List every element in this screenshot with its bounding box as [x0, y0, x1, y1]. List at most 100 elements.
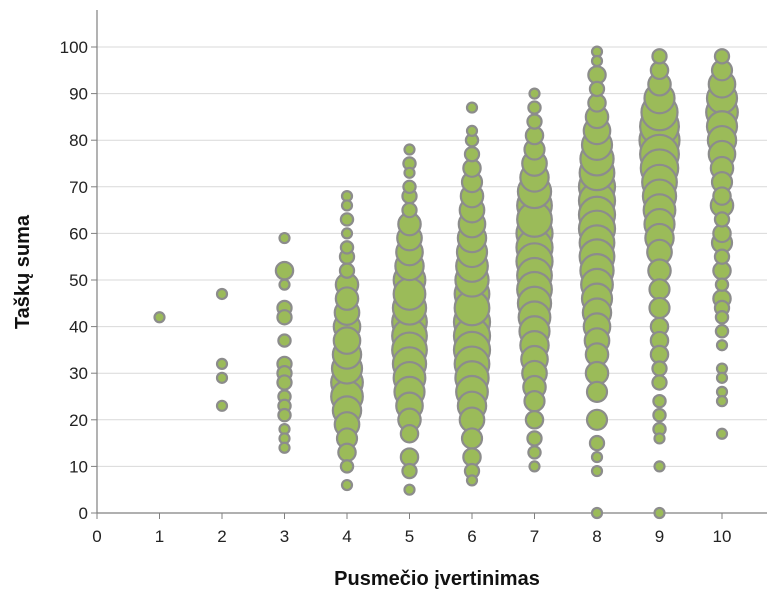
bubble-point	[337, 442, 357, 463]
bubble-point	[276, 374, 293, 391]
bubble-point	[339, 212, 355, 227]
bubble-point	[401, 462, 418, 480]
bubble-point	[463, 146, 481, 163]
bubble-point	[715, 339, 729, 352]
bubble-point	[278, 441, 291, 454]
bubble-point	[278, 231, 291, 245]
bubble-point	[585, 408, 609, 431]
bubble-point	[465, 474, 479, 487]
x-tick-label: 10	[713, 527, 732, 546]
x-tick-label: 5	[405, 527, 414, 546]
bubble-point	[392, 277, 427, 311]
bubble-point	[651, 360, 668, 377]
y-tick-label: 0	[79, 504, 88, 523]
x-tick-label: 1	[155, 527, 164, 546]
y-tick-label: 10	[69, 457, 88, 476]
x-axis-title: Pusmečio įvertinimas	[334, 568, 540, 590]
x-tick-label: 9	[655, 527, 664, 546]
bubble-point	[526, 430, 543, 447]
bubble-point	[653, 432, 666, 445]
x-tick-label: 6	[467, 527, 476, 546]
bubble-point	[215, 399, 229, 412]
bubble-point	[465, 101, 479, 114]
bubble-point	[648, 296, 671, 320]
gridlines	[97, 46, 767, 467]
y-tick-label: 30	[69, 364, 88, 383]
bubble-point	[276, 309, 293, 326]
bubble-point	[653, 460, 666, 473]
bubble-point	[465, 124, 479, 137]
bubble-point	[338, 262, 356, 279]
bubble-point	[523, 390, 546, 413]
y-tick-label: 40	[69, 318, 88, 337]
bubble-point	[651, 374, 668, 391]
bubble-point	[527, 445, 542, 460]
x-tick-label: 2	[217, 527, 226, 546]
y-tick-label: 60	[69, 224, 88, 243]
x-tick-label: 8	[592, 527, 601, 546]
bubble-point	[340, 478, 354, 492]
bubble-point	[715, 371, 729, 384]
bubble-point	[215, 371, 229, 384]
bubble-point	[712, 186, 732, 206]
y-tick-label: 70	[69, 178, 88, 197]
bubble-point	[588, 80, 606, 98]
bubble-point	[332, 326, 362, 355]
bubble-point	[402, 179, 417, 195]
bubble-point	[278, 278, 291, 291]
bubble-point	[585, 380, 609, 403]
bubble-point	[277, 333, 292, 348]
bubble-point	[714, 277, 730, 292]
bubble-point	[403, 166, 416, 179]
bubble-point	[399, 424, 420, 444]
bubble-point	[153, 311, 166, 324]
y-tick-label: 80	[69, 131, 88, 150]
bubble-point	[339, 240, 355, 255]
bubble-point	[527, 100, 542, 115]
bubble-series	[153, 45, 739, 520]
bubble-point	[590, 464, 604, 478]
bubble-point	[460, 427, 484, 450]
bubble-point	[713, 211, 731, 228]
bubble-point	[277, 407, 292, 423]
x-tick-label: 3	[280, 527, 289, 546]
bubble-point	[590, 506, 604, 520]
x-tick-label: 0	[92, 527, 101, 546]
bubble-point	[590, 450, 604, 464]
bubble-point	[403, 483, 416, 496]
bubble-point	[401, 201, 418, 219]
bubble-point	[651, 48, 668, 65]
y-tick-label: 50	[69, 271, 88, 290]
bubble-point	[714, 310, 730, 325]
bubble-point	[715, 395, 729, 408]
y-tick-label: 20	[69, 411, 88, 430]
bubble-point	[274, 260, 295, 281]
bubble-point	[652, 393, 667, 409]
bubble-point	[340, 227, 354, 240]
bubble-point	[528, 87, 541, 100]
bubble-point	[524, 410, 545, 430]
bubble-point	[340, 199, 354, 212]
bubble-point	[590, 54, 604, 68]
bubble-point	[714, 324, 730, 339]
bubble-point	[339, 459, 355, 474]
bubble-point	[215, 287, 229, 301]
y-axis-title: Taškų suma	[12, 214, 34, 329]
y-tick-label: 90	[69, 85, 88, 104]
y-tick-label: 100	[60, 38, 88, 57]
bubble-point	[652, 407, 667, 423]
bubble-point	[526, 113, 543, 130]
bubble-point	[215, 357, 229, 370]
bubble-point	[588, 434, 606, 452]
x-tick-label: 4	[342, 527, 351, 546]
bubble-point	[713, 248, 731, 265]
tick-labels: 0 10 20 30 40 50 60 70 80 90 100 0 1 2 3 4 5 6 7 8 9 10	[60, 38, 732, 546]
bubble-point	[528, 460, 541, 473]
bubble-point	[648, 278, 671, 301]
bubble-point	[653, 506, 666, 520]
bubble-point	[713, 48, 731, 65]
bubble-point	[715, 427, 729, 440]
bubble-point	[334, 286, 360, 311]
